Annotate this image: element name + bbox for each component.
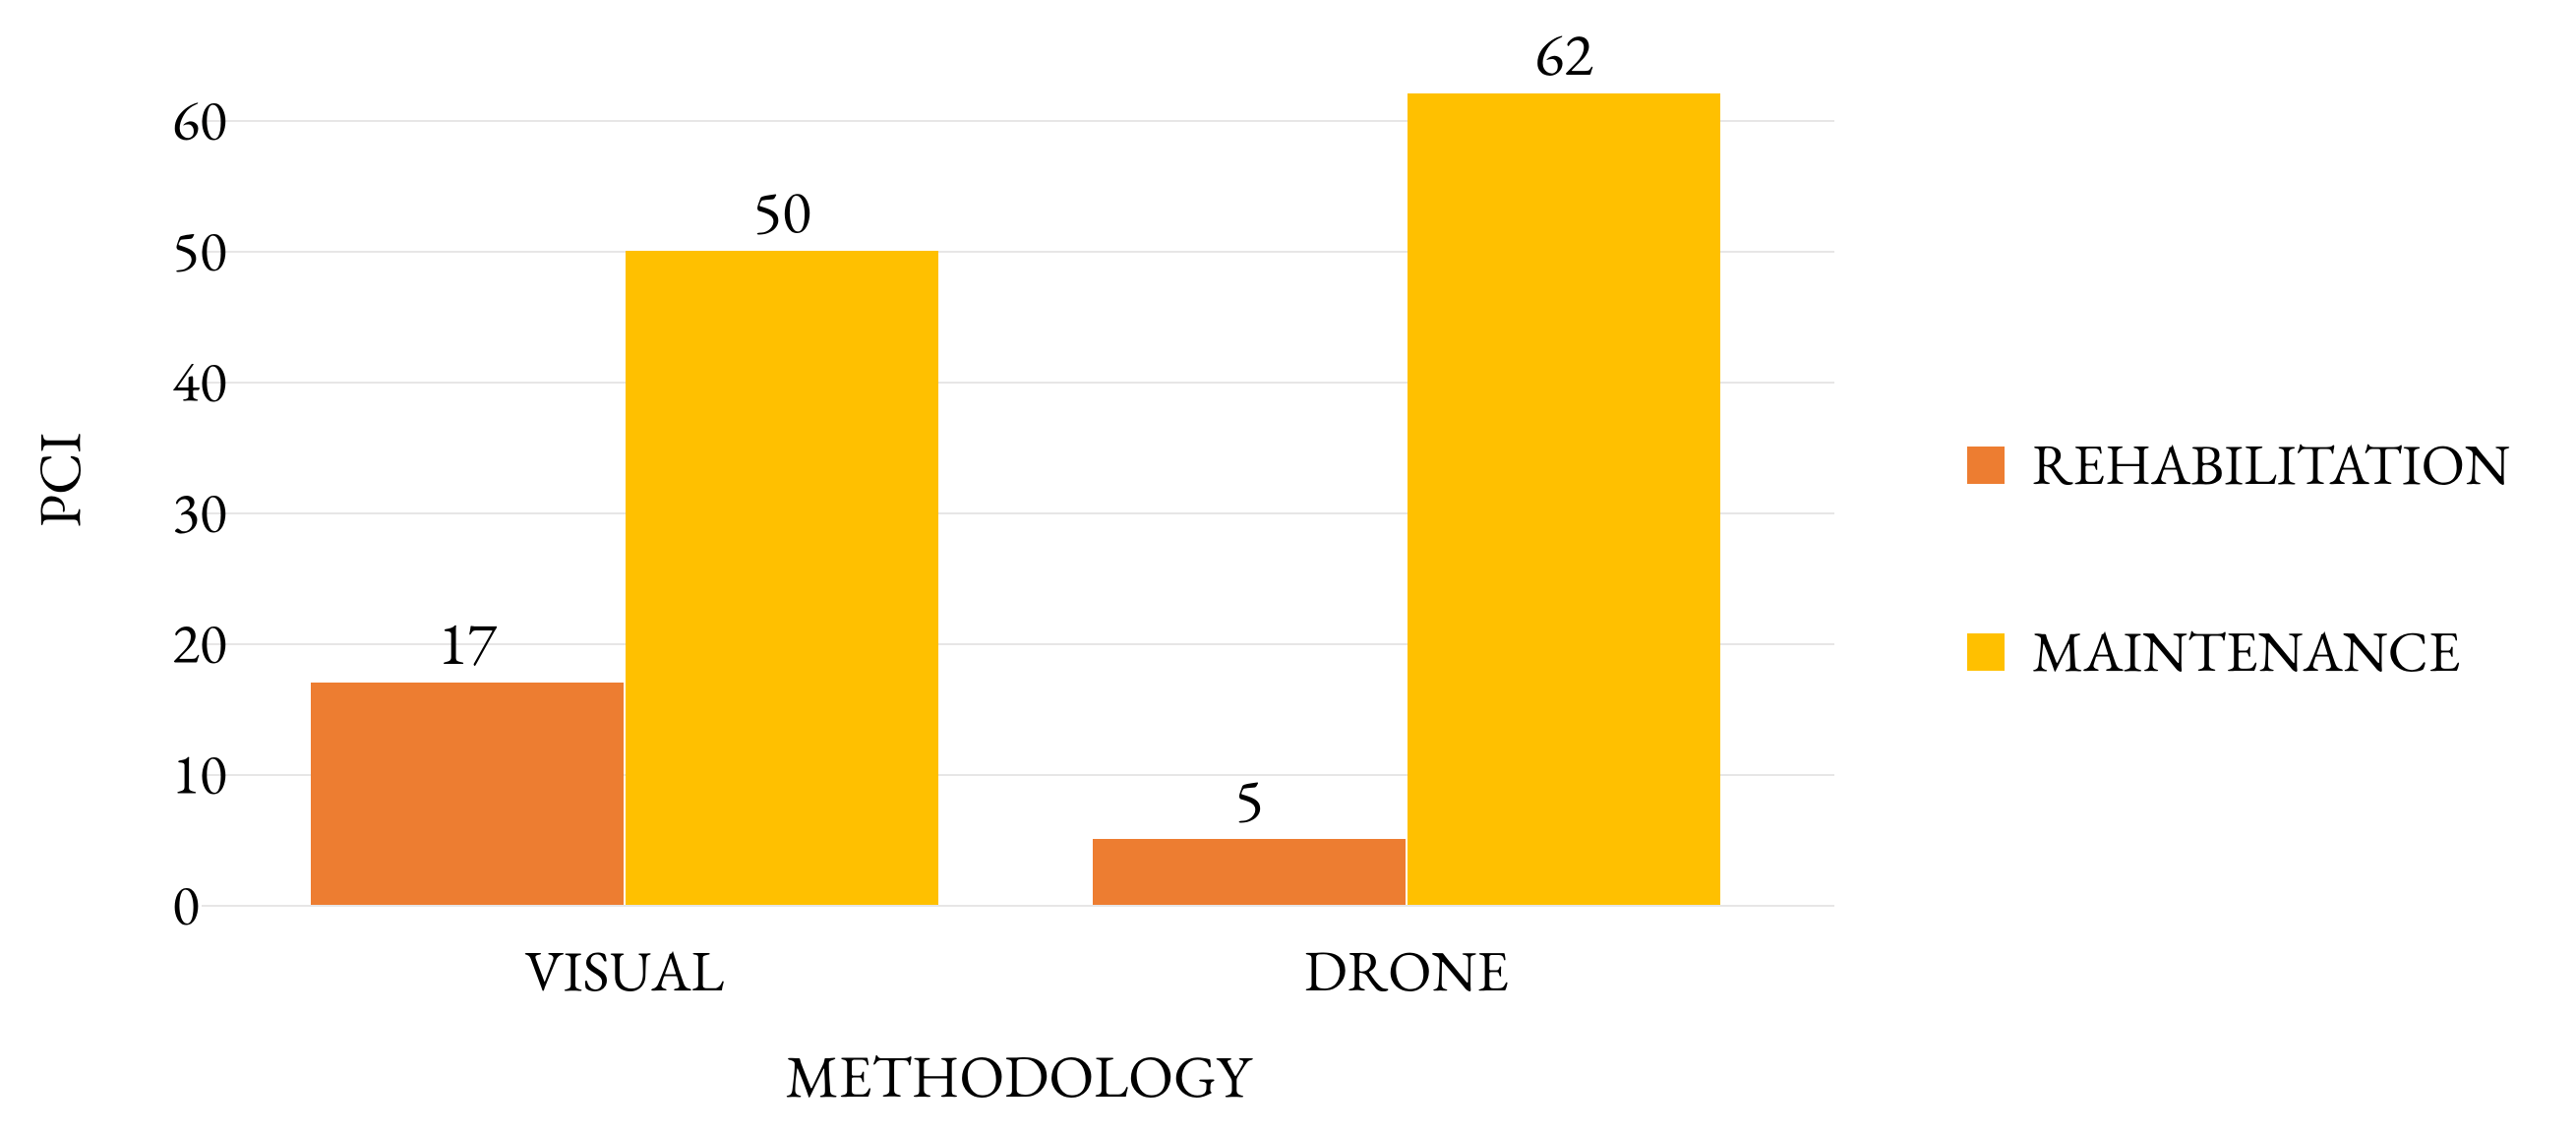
bar <box>311 683 624 905</box>
data-label: 50 <box>752 172 811 251</box>
bar <box>1408 93 1720 905</box>
plot-area <box>202 54 1834 905</box>
gridline <box>202 905 1834 907</box>
data-label: 62 <box>1534 15 1593 93</box>
legend-label: MAINTENANCE <box>2032 615 2461 688</box>
legend-label: REHABILITATION <box>2032 428 2510 502</box>
x-tick-label: VISUAL <box>525 934 724 1008</box>
x-axis-label: METHODOLOGY <box>786 1038 1251 1114</box>
legend-swatch <box>1967 447 2005 484</box>
legend-item: MAINTENANCE <box>1967 615 2510 688</box>
bar <box>626 251 938 905</box>
chart-container: PCI METHODOLOGY REHABILITATION MAINTENANC… <box>0 0 2576 1134</box>
x-tick-label: DRONE <box>1304 934 1509 1008</box>
legend-swatch <box>1967 633 2005 671</box>
data-label: 5 <box>1234 760 1264 839</box>
y-axis-label: PCI <box>21 432 97 526</box>
legend: REHABILITATION MAINTENANCE <box>1967 428 2510 688</box>
data-label: 17 <box>438 604 497 683</box>
legend-item: REHABILITATION <box>1967 428 2510 502</box>
bar <box>1093 839 1406 905</box>
